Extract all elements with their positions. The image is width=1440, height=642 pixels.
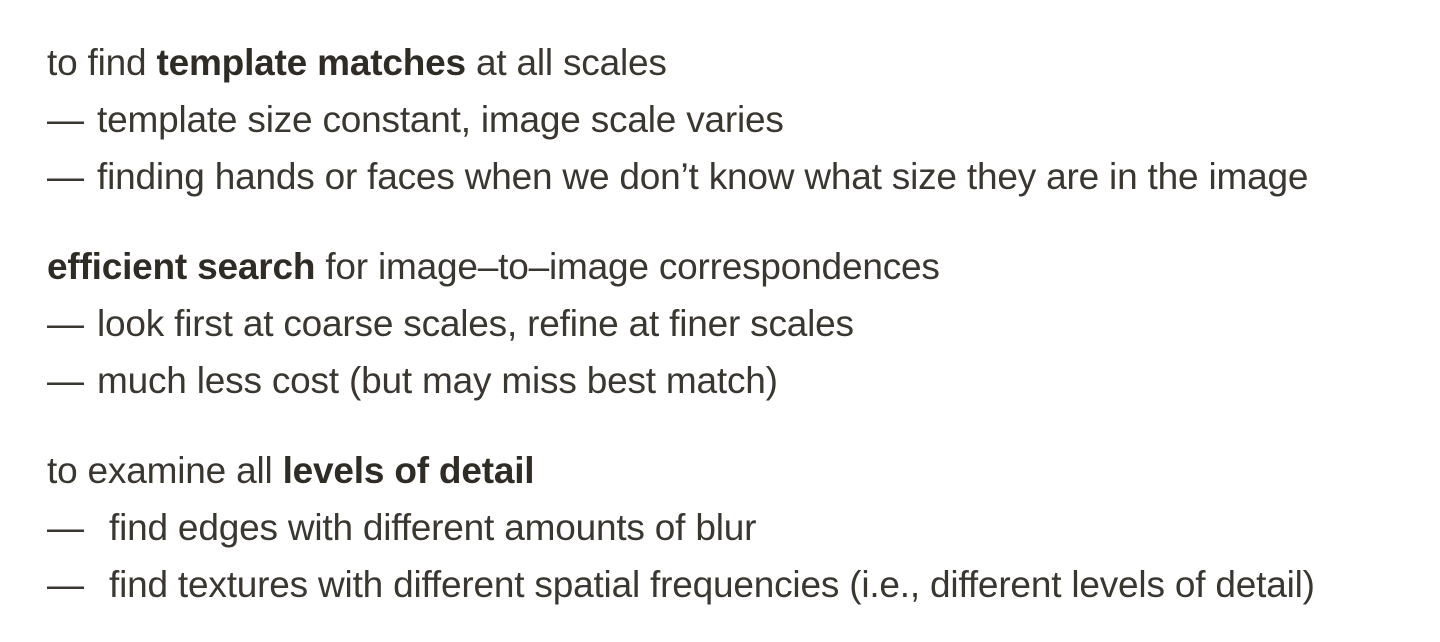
bullet-text: find textures with different spatial fre… <box>109 564 1315 605</box>
bullet-dash: — <box>47 303 84 344</box>
section-heading: efficient search for image–to–image corr… <box>47 238 1427 295</box>
bullet-text: find edges with different amounts of blu… <box>109 507 757 548</box>
bullet-text: template size constant, image scale vari… <box>97 99 784 140</box>
bullet-item: — finding hands or faces when we don’t kn… <box>47 148 1427 205</box>
bullet-item: — template size constant, image scale var… <box>47 91 1427 148</box>
heading-pre-text: to examine all <box>47 450 283 491</box>
bullet-dash: — <box>47 156 84 197</box>
section-template-matches: to find template matches at all scales —… <box>47 34 1427 205</box>
section-levels-of-detail: to examine all levels of detail — find ed… <box>47 442 1427 613</box>
bullet-text: much less cost (but may miss best match) <box>97 360 778 401</box>
bullet-dash: — <box>47 564 84 605</box>
bullet-item: — look first at coarse scales, refine at … <box>47 295 1427 352</box>
heading-post-text: at all scales <box>465 42 667 83</box>
bullet-dash: — <box>47 360 84 401</box>
bullet-dash: — <box>47 99 84 140</box>
bullet-item: — find textures with different spatial fr… <box>47 556 1427 613</box>
bullet-text: look first at coarse scales, refine at f… <box>97 303 854 344</box>
bullet-dash: — <box>47 507 84 548</box>
heading-bold-text: efficient search <box>47 246 316 287</box>
heading-bold-text: levels of detail <box>282 450 535 491</box>
section-heading: to examine all levels of detail <box>47 442 1427 499</box>
heading-post-text: for image–to–image correspondences <box>315 246 940 287</box>
bullet-item: — much less cost (but may miss best match… <box>47 352 1427 409</box>
heading-pre-text: to find <box>47 42 157 83</box>
bullet-text: finding hands or faces when we don’t kno… <box>97 156 1309 197</box>
heading-bold-text: template matches <box>156 42 466 83</box>
bullet-item: — find edges with different amounts of bl… <box>47 499 1427 556</box>
section-efficient-search: efficient search for image–to–image corr… <box>47 238 1427 409</box>
section-heading: to find template matches at all scales <box>47 34 1427 91</box>
